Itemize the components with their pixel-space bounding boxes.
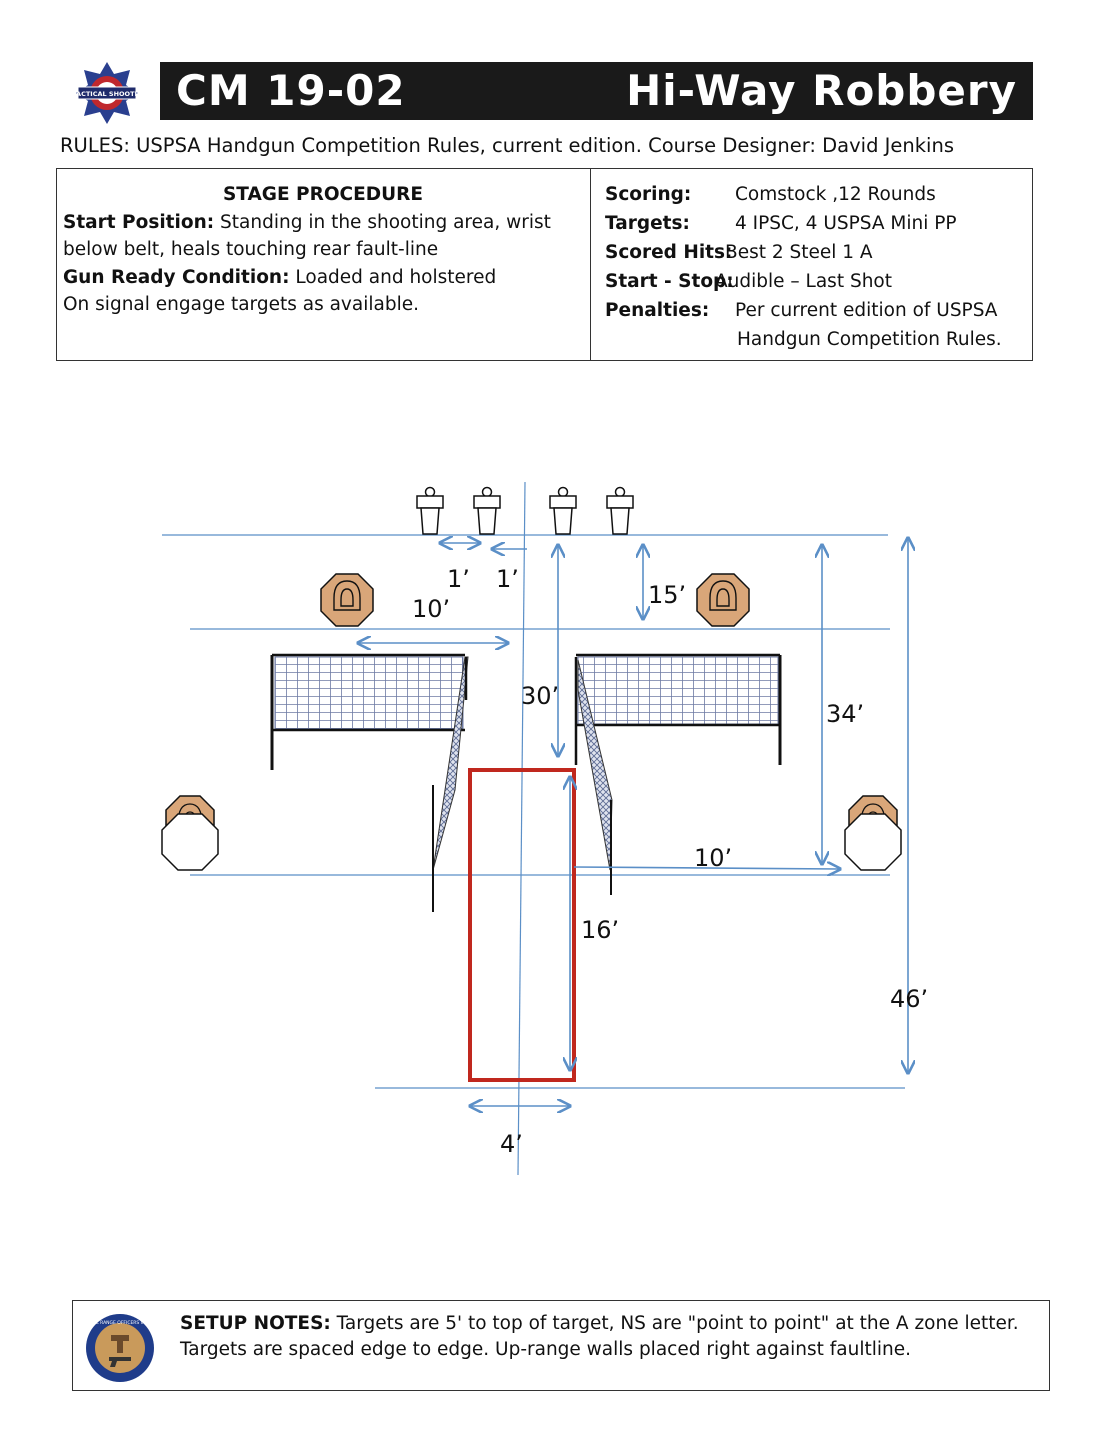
- logo-text: NATIONAL RANGE OFFICERS INSTITUTE: [85, 1320, 155, 1326]
- logo-text: PRACTICAL SHOOTING: [74, 90, 140, 98]
- dim-arrow-10-right: [573, 867, 840, 869]
- stage-procedure-box: STAGE PROCEDURE Start Position: Standing…: [56, 168, 1033, 361]
- setup-text: Targets are 5' to top of target, NS are …: [180, 1313, 1019, 1360]
- dim-label: 1’: [447, 565, 470, 593]
- side-target-left: [161, 795, 219, 871]
- detail-label: Scored Hits:: [605, 242, 733, 263]
- detail-value: Per current edition of USPSA: [735, 300, 998, 321]
- detail-row-targets: Targets: 4 IPSC, 4 USPSA Mini PP: [605, 210, 1030, 239]
- detail-value: Handgun Competition Rules.: [737, 329, 1002, 350]
- dimension-labels: 1’ 1’ 10’ 15’ 30’ 34’ 10’ 16’ 46’ 4’: [412, 565, 928, 1158]
- stage-diagram: 1’ 1’ 10’ 15’ 30’ 34’ 10’ 16’ 46’ 4’: [161, 481, 928, 1176]
- side-target-right: [844, 795, 902, 871]
- center-line: [517, 481, 526, 1176]
- dim-label: 16’: [581, 916, 619, 944]
- wall-right: [574, 653, 782, 895]
- mini-pp-target: [549, 486, 577, 535]
- no-shoot-target: [161, 813, 219, 871]
- setup-notes-box: NATIONAL RANGE OFFICERS INSTITUTE SETUP …: [72, 1300, 1050, 1391]
- details-column: Scoring: Comstock ,12 Rounds Targets: 4 …: [605, 181, 1030, 355]
- detail-row-penalties-cont: Handgun Competition Rules.: [605, 326, 1030, 355]
- detail-row-scored-hits: Scored Hits: Best 2 Steel 1 A: [605, 239, 1030, 268]
- gun-ready-label: Gun Ready Condition:: [63, 266, 290, 288]
- dim-label: 30’: [521, 682, 559, 710]
- no-shoot-target: [844, 813, 902, 871]
- instructions: On signal engage targets as available.: [63, 294, 419, 315]
- detail-label: Scoring:: [605, 184, 692, 205]
- stage-name: Hi-Way Robbery: [626, 66, 1017, 115]
- mini-pp-target: [473, 486, 501, 535]
- mini-pp-target: [606, 486, 634, 535]
- procedure-heading: STAGE PROCEDURE: [222, 184, 424, 205]
- dim-label: 46’: [890, 985, 928, 1013]
- detail-value: 4 IPSC, 4 USPSA Mini PP: [735, 213, 957, 234]
- wall-left: [270, 653, 469, 912]
- dim-label: 1’: [496, 565, 519, 593]
- detail-value: Audible – Last Shot: [715, 271, 892, 292]
- course-code: CM 19-02: [176, 66, 406, 115]
- detail-row-scoring: Scoring: Comstock ,12 Rounds: [605, 181, 1030, 210]
- gun-ready: Gun Ready Condition: Loaded and holstere…: [63, 264, 583, 292]
- reference-lines: [162, 481, 905, 1176]
- ipsc-target: [320, 573, 374, 627]
- mini-pp-target: [416, 486, 444, 535]
- detail-value: Comstock ,12 Rounds: [735, 184, 936, 205]
- dim-label: 4’: [500, 1130, 523, 1158]
- gun-ready-value: Loaded and holstered: [295, 266, 497, 288]
- dimension-arrows: [358, 538, 908, 1106]
- detail-label: Targets:: [605, 213, 690, 234]
- uspsa-logo: PRACTICAL SHOOTING: [74, 62, 140, 124]
- detail-row-start-stop: Start - Stop: Audible – Last Shot: [605, 268, 1030, 297]
- dim-label: 10’: [694, 844, 732, 872]
- dim-label: 34’: [826, 700, 864, 728]
- ipsc-target: [696, 573, 750, 627]
- detail-label: Start - Stop:: [605, 271, 734, 292]
- title-bar: CM 19-02 Hi-Way Robbery: [160, 62, 1033, 120]
- setup-label: SETUP NOTES:: [180, 1313, 331, 1334]
- nroi-logo: NATIONAL RANGE OFFICERS INSTITUTE: [85, 1314, 155, 1382]
- mini-pp-targets: [416, 486, 634, 535]
- start-position-value: Standing in the shooting area, wrist bel…: [63, 211, 551, 261]
- detail-value: Best 2 Steel 1 A: [725, 242, 873, 263]
- dim-label: 15’: [648, 581, 686, 609]
- detail-row-penalties: Penalties: Per current edition of USPSA: [605, 297, 1030, 326]
- start-position-label: Start Position:: [63, 211, 215, 233]
- procedure-column: STAGE PROCEDURE Start Position: Standing…: [63, 181, 583, 319]
- start-position: Start Position: Standing in the shooting…: [63, 209, 583, 264]
- rules-line: RULES: USPSA Handgun Competition Rules, …: [60, 134, 954, 157]
- box-divider: [590, 169, 591, 360]
- setup-notes: SETUP NOTES: Targets are 5' to top of ta…: [180, 1311, 1040, 1363]
- dim-label: 10’: [412, 595, 450, 623]
- detail-label: Penalties:: [605, 300, 710, 321]
